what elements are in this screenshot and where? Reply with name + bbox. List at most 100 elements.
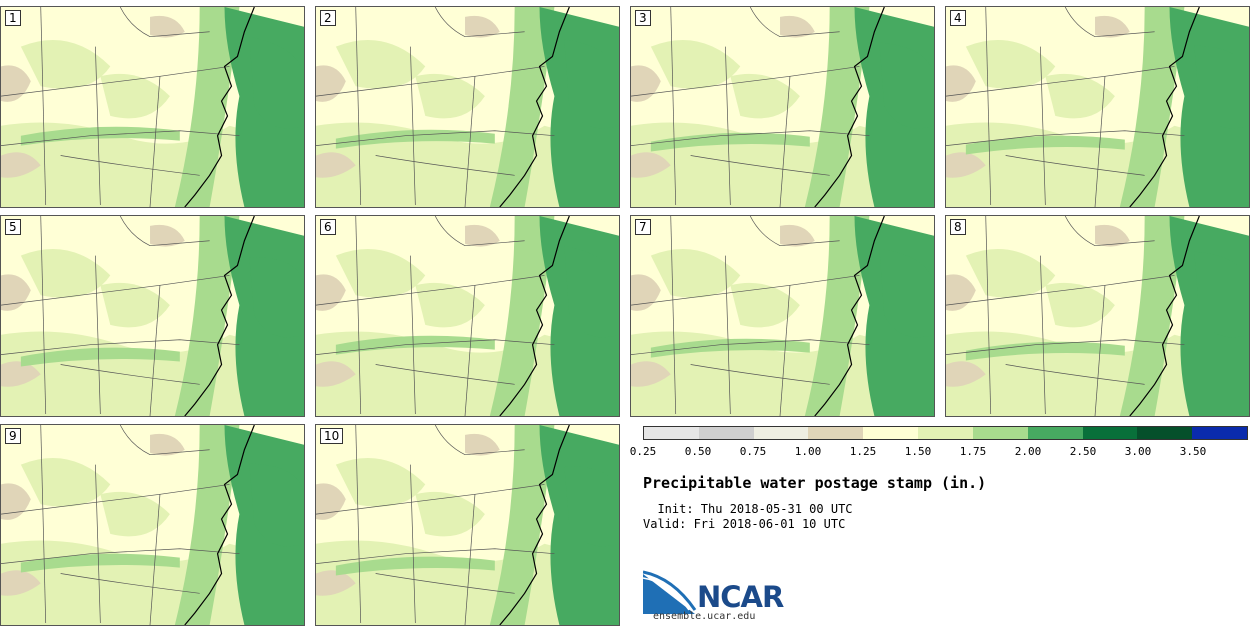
stamp-number: 1 <box>5 10 21 26</box>
pw-region <box>249 36 304 129</box>
pw-region <box>20 40 111 89</box>
state-boundary <box>631 339 870 355</box>
pw-region <box>249 463 304 547</box>
pw-region <box>804 7 870 207</box>
state-boundary <box>690 364 830 385</box>
stamp-panel-5: 5 <box>0 215 305 417</box>
pw-region <box>650 40 741 89</box>
pw-region <box>564 245 619 338</box>
colorbar-segment <box>918 427 973 439</box>
state-boundary <box>434 7 525 38</box>
pw-region <box>316 361 356 387</box>
state-boundary <box>355 425 362 624</box>
state-boundary <box>985 7 992 206</box>
ncar-logo <box>643 570 697 614</box>
colorbar-tick-label: 0.50 <box>684 445 712 458</box>
stamp-panel-8: 8 <box>945 215 1250 417</box>
pw-region <box>316 274 346 311</box>
pw-region <box>965 249 1056 298</box>
state-boundary <box>725 46 731 206</box>
pw-region <box>465 224 500 247</box>
pw-region <box>965 341 1125 361</box>
state-boundary <box>725 255 731 415</box>
pw-map <box>946 7 1249 207</box>
stamp-panel-2: 2 <box>315 6 620 208</box>
pw-region <box>174 425 240 625</box>
state-boundary <box>95 255 101 415</box>
init-time: Init: Thu 2018-05-31 00 UTC <box>643 502 853 516</box>
coastline <box>499 425 570 625</box>
state-boundary <box>1064 7 1155 38</box>
state-boundary <box>1 130 240 146</box>
colorbar-tick-label: 1.25 <box>849 445 877 458</box>
coastline <box>499 7 570 207</box>
stamp-panel-3: 3 <box>630 6 935 208</box>
state-boundary <box>316 484 545 515</box>
stamp-number: 8 <box>950 219 966 235</box>
state-boundary <box>631 66 860 97</box>
colorbar-segment <box>698 427 754 439</box>
coastline <box>1129 216 1200 416</box>
pw-map <box>316 7 619 207</box>
pw-region <box>335 249 426 298</box>
pw-region <box>1119 7 1185 207</box>
state-boundary <box>464 494 476 625</box>
pw-region <box>20 347 180 367</box>
colorbar-segment <box>1192 427 1247 439</box>
pw-region <box>316 122 619 207</box>
coastline <box>184 7 255 207</box>
state-boundary <box>631 275 860 306</box>
pw-region <box>1194 45 1249 129</box>
state-boundary <box>119 425 210 456</box>
stamp-number: 10 <box>320 428 344 444</box>
pw-region <box>650 132 810 152</box>
state-boundary <box>1040 46 1046 206</box>
colorbar-tick-label: 0.25 <box>629 445 657 458</box>
state-boundary <box>670 7 677 206</box>
colorbar-tick-label: 1.50 <box>904 445 932 458</box>
pw-region <box>316 570 356 596</box>
state-boundary <box>1 66 230 97</box>
coastline <box>814 216 885 416</box>
state-boundary <box>434 425 525 456</box>
state-boundary <box>946 130 1185 146</box>
state-boundary <box>749 7 840 38</box>
pw-region <box>650 338 810 358</box>
state-boundary <box>60 155 200 176</box>
pw-region <box>1045 73 1115 119</box>
state-boundary <box>946 275 1175 306</box>
pw-region <box>1119 216 1185 416</box>
pw-region <box>730 73 800 119</box>
pw-region <box>1 122 304 207</box>
colorbar-segment <box>863 427 919 439</box>
pw-region <box>564 39 619 129</box>
pw-region <box>1095 15 1130 38</box>
coastline <box>814 7 885 207</box>
state-boundary <box>779 285 791 416</box>
pw-map <box>631 7 934 207</box>
pw-region <box>415 73 485 119</box>
colorbar-segment <box>972 427 1028 439</box>
state-boundary <box>946 66 1175 97</box>
colorbar <box>643 426 1248 440</box>
state-boundary <box>316 548 555 564</box>
pw-region <box>335 556 495 576</box>
pw-region <box>316 152 356 178</box>
colorbar-segment <box>808 427 864 439</box>
state-boundary <box>119 7 210 38</box>
pw-region <box>174 7 240 207</box>
pw-region <box>631 331 934 416</box>
colorbar-segment <box>1137 427 1193 439</box>
colorbar-segment <box>644 427 699 439</box>
state-boundary <box>1064 216 1155 247</box>
pw-region <box>415 491 485 537</box>
pw-region <box>415 282 485 328</box>
state-boundary <box>355 216 362 415</box>
pw-region <box>489 425 555 625</box>
pw-region <box>1 152 41 178</box>
stamp-number: 5 <box>5 219 21 235</box>
logo-url: ensemble.ucar.edu <box>653 611 756 622</box>
pw-map <box>946 216 1249 416</box>
state-boundary <box>749 216 840 247</box>
state-boundary <box>149 285 161 416</box>
